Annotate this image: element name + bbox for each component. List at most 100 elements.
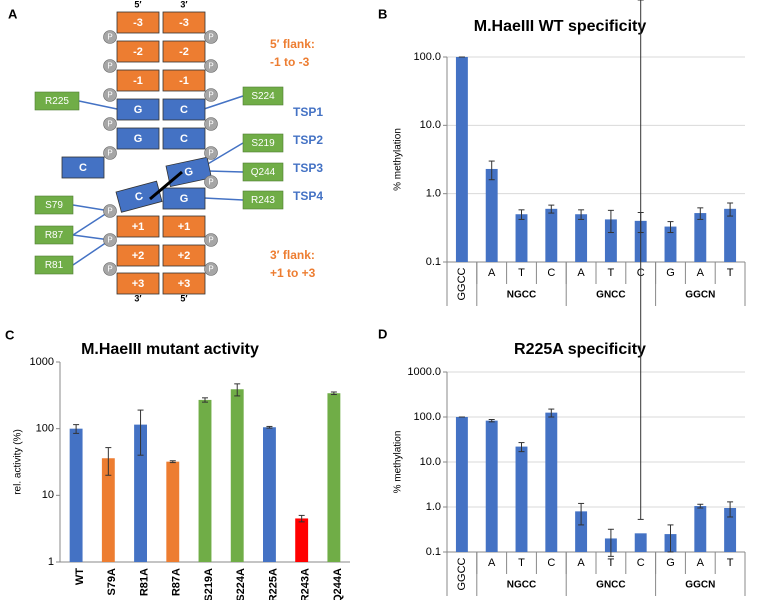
error-bar [137,409,144,456]
x-tick-label: S79A [106,568,118,596]
base-label: +3 [178,278,191,290]
base-box [116,244,160,267]
base-box [116,215,160,238]
base: G [116,127,160,150]
error-bar [202,397,208,403]
x-tick-label: R243A [300,568,312,600]
base: -3 [162,11,206,34]
base: -1 [116,69,160,92]
flank-label: +1 to +3 [270,266,316,280]
error-bar [488,418,495,423]
error-bar [518,209,525,220]
x-tick-label: C [547,557,555,569]
y-tick-label: 100.0 [413,411,441,423]
error-bar [73,424,80,434]
panel-label: C [5,327,15,342]
base: C [162,127,206,150]
stacking-bar [149,170,183,201]
base-label: +3 [132,278,145,290]
contact-line [72,210,111,236]
group-label: GGCN [685,580,715,591]
error-bar [578,209,585,220]
base: C [61,156,105,179]
error-bar [266,425,273,429]
y-tick-label: 100.0 [413,51,441,63]
phosphate-label: P [107,120,112,129]
y-axis-label: % methylation [393,128,404,191]
base: C [115,180,163,213]
phosphate-label: P [107,33,112,42]
y-tick-label: 1.0 [426,501,441,513]
bar [230,389,244,562]
base-label: -2 [179,46,189,58]
bar [545,412,558,552]
contact-line [203,197,244,201]
base-box [116,69,160,92]
base: G [116,98,160,121]
x-tick-label: A [697,267,705,279]
phosphate [103,146,117,160]
bar [485,168,498,262]
bar [455,57,468,262]
phosphate [103,233,117,247]
base-box [61,156,105,179]
base: -3 [116,11,160,34]
residue-box [34,91,80,111]
base-box [116,272,160,295]
y-tick-label: 10.0 [420,456,441,468]
residue-box [242,86,284,106]
base-label: G [180,193,189,205]
phosphate-label: P [208,236,213,245]
x-tick-label: T [608,267,615,279]
x-tick-label: S224A [235,568,247,600]
base: +1 [162,215,206,238]
base: +1 [116,215,160,238]
group-label: GGCN [685,290,715,301]
bar [485,420,498,552]
base-label: +2 [132,250,145,262]
error-bar [488,160,495,181]
error-bar [607,209,614,234]
base-label: +2 [178,250,191,262]
phosphate-label: P [107,265,112,274]
bar [101,458,115,562]
residue-box [242,162,284,182]
bar [575,511,588,552]
base-box [162,244,206,267]
phosphate-label: P [208,120,213,129]
residue-box [242,190,284,210]
base: +2 [116,244,160,267]
phosphate-label: P [208,33,213,42]
x-tick-label: T [727,267,734,279]
x-tick-label: R225A [267,568,279,600]
base-label: -2 [133,46,143,58]
phosphate-label: P [208,265,213,274]
base-box [162,215,206,238]
error-bar [697,207,704,220]
y-tick-label: 10 [42,489,54,501]
y-tick-label: 10.0 [420,119,441,131]
x-tick-label: T [518,557,525,569]
bar [198,399,212,562]
error-bar [105,447,112,476]
panel-label: B [378,6,387,21]
y-tick-label: 0.1 [426,256,441,268]
base-label: G [134,104,143,116]
base-box [162,69,206,92]
base-label: C [134,190,145,204]
base-label: C [79,162,87,174]
group-label: NGCC [507,580,536,591]
tsp-label: TSP4 [293,189,323,203]
x-tick-label: A [697,557,705,569]
base-label: G [134,133,143,145]
residue-label: R87 [45,230,64,241]
y-tick-label: 0.1 [426,546,441,558]
bar [134,424,147,562]
bar [455,417,468,552]
base-box [116,98,160,121]
bar [515,446,528,552]
residue-label: S219 [251,138,275,149]
error-bar [234,383,241,397]
base-box [162,127,206,150]
base: G [162,187,206,210]
